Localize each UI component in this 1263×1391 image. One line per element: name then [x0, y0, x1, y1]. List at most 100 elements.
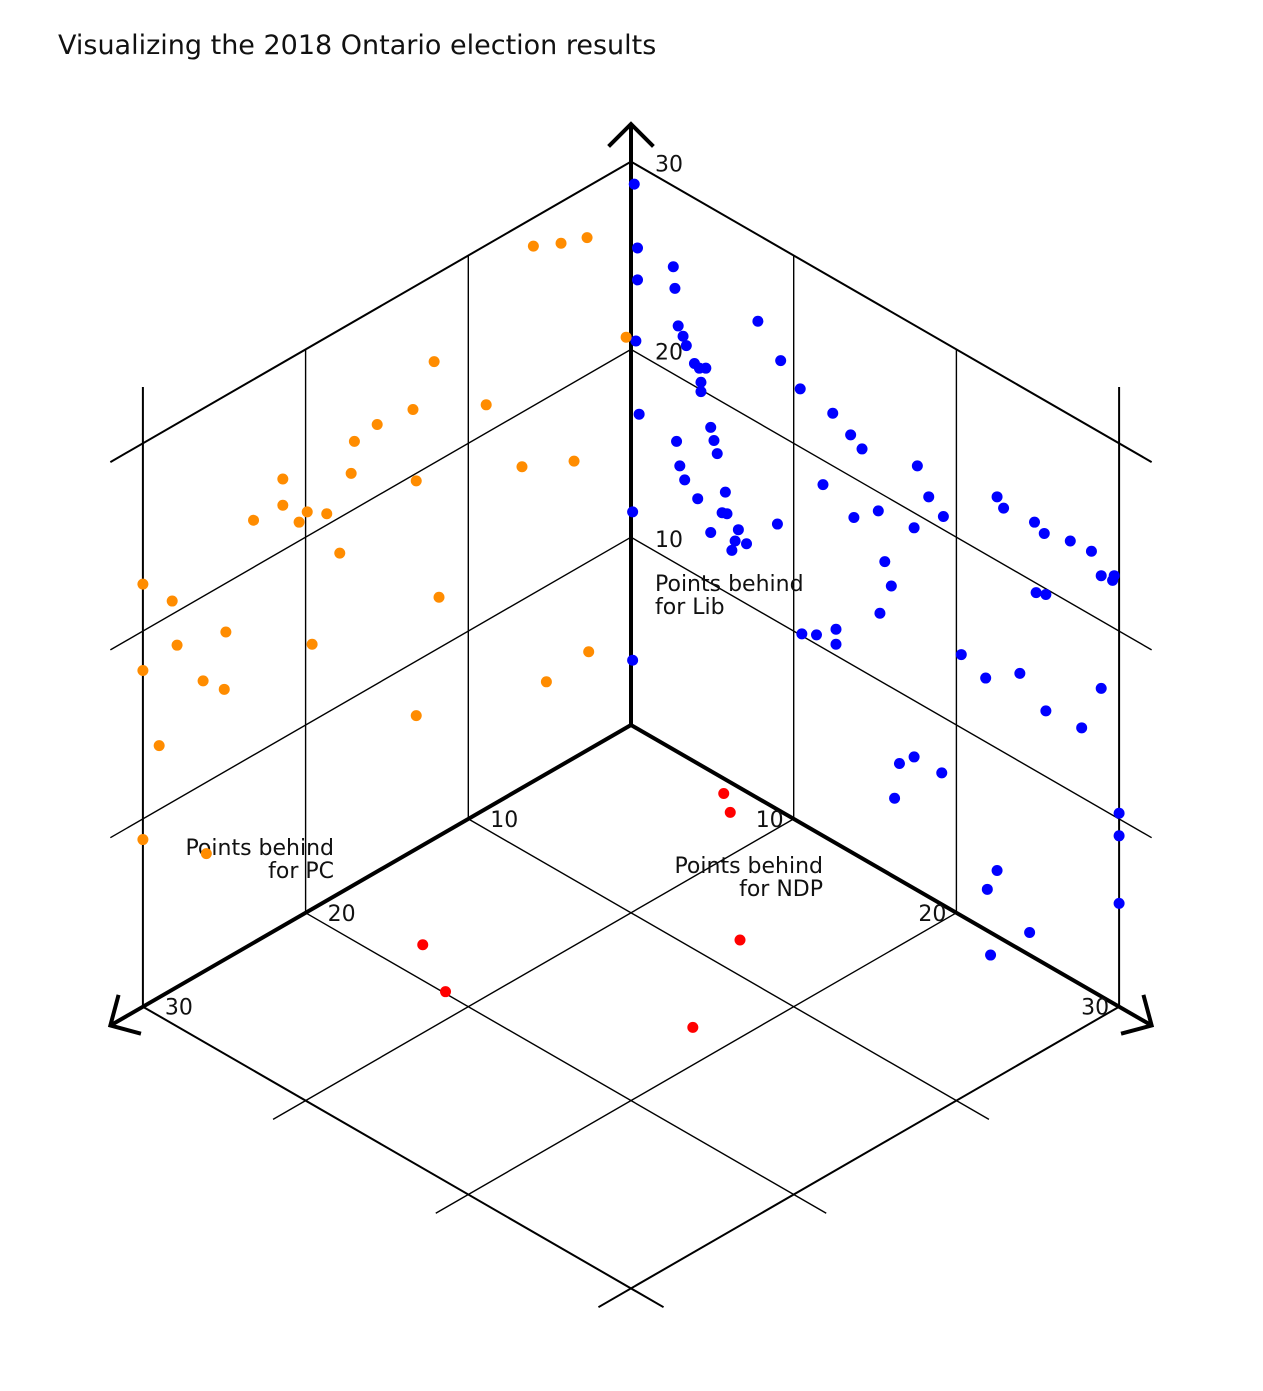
data-point [171, 639, 183, 651]
data-point [672, 320, 684, 332]
data-point [677, 330, 689, 342]
data-point [718, 788, 730, 800]
grid-line-floor-ndp-20 [435, 912, 957, 1214]
data-point [1076, 722, 1088, 734]
data-point [889, 792, 901, 804]
data-point [674, 460, 686, 472]
data-point [306, 638, 318, 650]
axis-label-layer: Points behind for PC Points behind for NDP P… [185, 572, 823, 902]
axis-title-pc: Points behind for PC [185, 836, 334, 884]
data-point [410, 710, 422, 722]
tick-label-ndp-10: 10 [756, 808, 784, 833]
data-point [628, 178, 640, 190]
data-point [220, 626, 232, 638]
data-point [908, 522, 920, 534]
data-point [711, 448, 723, 460]
data-point [197, 675, 209, 687]
data-point [669, 282, 681, 294]
data-point [679, 474, 691, 486]
tick-label-pc-30: 30 [165, 996, 193, 1021]
grid-line-floor-pc-10 [467, 818, 990, 1120]
data-point [708, 434, 720, 446]
data-point [695, 386, 707, 398]
chart-title: Visualizing the 2018 Ontario election re… [58, 30, 657, 61]
data-point [516, 461, 528, 473]
grid-line-floor-pc-20 [305, 912, 827, 1214]
data-point [348, 435, 360, 447]
data-point [540, 676, 552, 688]
data-point [680, 340, 692, 352]
data-point [923, 491, 935, 503]
data-point [248, 514, 260, 526]
data-point [830, 638, 842, 650]
data-point [729, 535, 741, 547]
data-point [667, 261, 679, 273]
data-point [724, 806, 736, 818]
tick-label-pc-20: 20 [328, 902, 356, 927]
data-point [775, 355, 787, 367]
grid-line-lib-right-10 [630, 536, 1152, 839]
axis-lib-arrow [607, 121, 655, 148]
data-point [719, 486, 731, 498]
data-point [1024, 927, 1036, 939]
data-point [885, 580, 897, 592]
data-point [277, 473, 289, 485]
data-point [893, 757, 905, 769]
data-point [705, 421, 717, 433]
data-point [732, 524, 744, 536]
data-point [991, 865, 1003, 877]
data-point [796, 628, 808, 640]
data-point [705, 527, 717, 539]
axis-title-lib: Points behind for Lib [655, 572, 804, 620]
axis-pc [109, 723, 632, 1028]
data-point [1095, 570, 1107, 582]
axis-layer [107, 121, 1155, 1036]
grid-line-floor-ndp-10 [272, 818, 795, 1120]
data-point [627, 654, 639, 666]
data-point [981, 883, 993, 895]
data-point [555, 237, 567, 249]
data-point [1014, 667, 1026, 679]
tick-label-pc-10: 10 [490, 808, 518, 833]
data-point [321, 508, 333, 520]
data-point [874, 607, 886, 619]
data-point [301, 506, 313, 518]
data-point [879, 556, 891, 568]
data-point [200, 848, 212, 860]
data-point [153, 740, 165, 752]
data-point [671, 435, 683, 447]
data-point [955, 649, 967, 661]
data-point [716, 507, 728, 519]
data-point [632, 242, 644, 254]
point-layer [137, 178, 1125, 1033]
data-point [794, 383, 806, 395]
data-point [998, 502, 1010, 514]
data-point [632, 274, 644, 286]
axis-ndp-arrow [1120, 994, 1155, 1036]
tick-label-lib-20: 20 [655, 340, 683, 365]
data-point [911, 460, 923, 472]
data-point [741, 538, 753, 550]
data-point [1038, 527, 1050, 539]
data-point [872, 505, 884, 517]
data-point [1085, 545, 1097, 557]
data-point [1113, 807, 1125, 819]
data-point [417, 939, 429, 951]
border-lib-right [630, 160, 1153, 463]
data-point [937, 511, 949, 523]
data-point [410, 475, 422, 487]
border-floor-right [597, 1005, 1120, 1309]
data-point [345, 467, 357, 479]
data-point [218, 683, 230, 695]
tick-label-ndp-30: 30 [1081, 996, 1109, 1021]
data-point [991, 491, 1003, 503]
data-point [1113, 897, 1125, 909]
axis-title-ndp: Points behind for NDP [674, 854, 823, 902]
data-point [848, 511, 860, 523]
data-point [817, 479, 829, 491]
data-point [440, 986, 452, 998]
data-point [293, 516, 305, 528]
data-point [620, 331, 632, 343]
data-point [1107, 574, 1119, 586]
data-point [771, 518, 783, 530]
